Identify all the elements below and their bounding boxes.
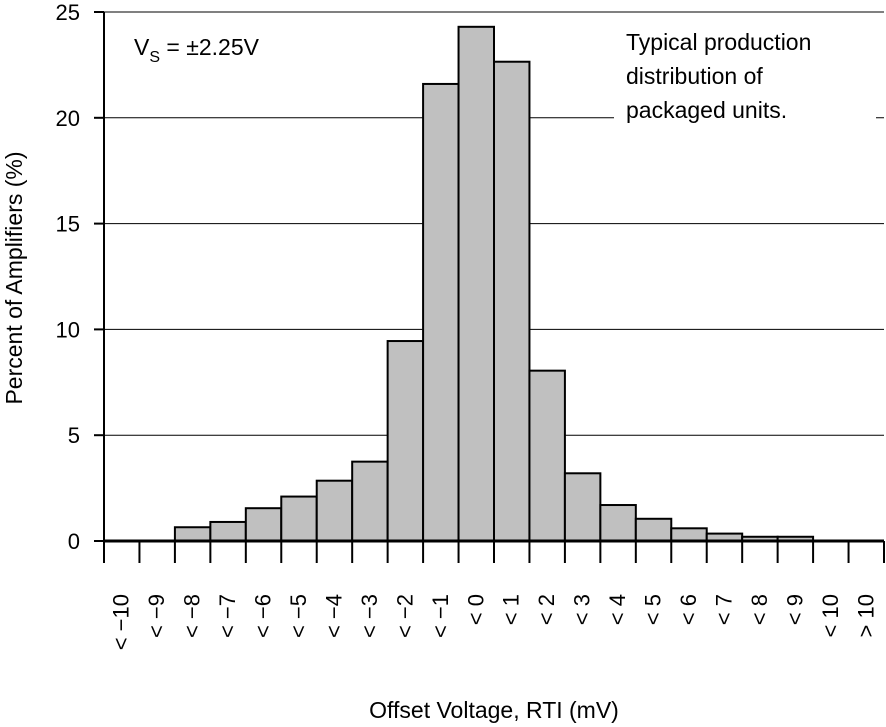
- y-tick-label-20: 20: [56, 106, 80, 131]
- x-category-label-12: < 2: [534, 594, 559, 625]
- distribution-note: Typical production distribution of packa…: [614, 20, 876, 132]
- bar-13: [563, 472, 602, 542]
- x-category-label-15: < 5: [641, 594, 666, 625]
- x-category-label-14: < 4: [605, 594, 630, 625]
- bar-16: [670, 527, 708, 543]
- bar-10: [457, 25, 495, 542]
- bar-9: [422, 82, 460, 542]
- y-tick-label-5: 5: [68, 423, 80, 448]
- supply-voltage-annotation: VS = ±2.25V: [134, 34, 260, 66]
- bar-6: [315, 479, 354, 542]
- x-category-label-19: < 9: [782, 594, 807, 625]
- y-tick-label-10: 10: [56, 317, 80, 342]
- bar-12: [528, 369, 566, 542]
- vs-subscript: S: [149, 49, 160, 66]
- x-category-label-2: < −8: [180, 594, 205, 638]
- x-category-label-8: < −2: [392, 594, 417, 638]
- x-category-label-13: < 3: [570, 594, 595, 625]
- axes: [94, 11, 885, 563]
- x-category-label-3: < −7: [215, 594, 240, 638]
- x-category-label-5: < −5: [286, 594, 311, 638]
- x-category-label-4: < −6: [251, 594, 276, 638]
- y-axis-title: Percent of Amplifiers (%): [1, 151, 27, 404]
- bars: [173, 25, 815, 543]
- note-background: [614, 20, 876, 132]
- x-category-label-11: < 1: [499, 594, 524, 625]
- x-category-label-18: < 8: [747, 594, 772, 625]
- x-category-label-0: < −10: [109, 594, 134, 650]
- x-category-label-9: < −1: [428, 594, 453, 638]
- note-line-2: distribution of: [626, 63, 763, 89]
- bar-5: [280, 495, 318, 542]
- vs-symbol: V: [134, 34, 150, 60]
- x-category-label-17: < 7: [711, 594, 736, 625]
- y-tick-label-25: 25: [56, 0, 80, 25]
- x-axis-title: Offset Voltage, RTI (mV): [369, 697, 619, 723]
- y-tick-label-0: 0: [68, 529, 80, 554]
- bar-2: [173, 526, 212, 542]
- note-line-3: packaged units.: [626, 97, 787, 123]
- bar-15: [634, 517, 673, 542]
- bar-8: [386, 340, 425, 542]
- bar-14: [599, 504, 637, 543]
- x-category-labels: < −10 < −9 < −8 < −7 < −6 < −5 < −4 < −3 < −2 < −…: [109, 594, 879, 650]
- bar-3: [209, 520, 247, 542]
- x-category-label-6: < −4: [321, 594, 346, 638]
- x-category-label-20: < 10: [818, 594, 843, 637]
- vs-value: = ±2.25V: [160, 34, 260, 60]
- y-tick-label-15: 15: [56, 212, 80, 237]
- y-tick-labels: 0 5 10 15 20 25: [56, 0, 80, 554]
- bar-7: [351, 460, 389, 542]
- x-category-label-21: > 10: [853, 594, 878, 637]
- note-line-1: Typical production: [626, 29, 811, 55]
- x-category-label-1: < −9: [144, 594, 169, 638]
- x-category-label-7: < −3: [357, 594, 382, 638]
- bar-11: [493, 60, 531, 542]
- x-category-label-10: < 0: [463, 594, 488, 625]
- bar-4: [244, 507, 283, 542]
- x-category-label-16: < 6: [676, 594, 701, 625]
